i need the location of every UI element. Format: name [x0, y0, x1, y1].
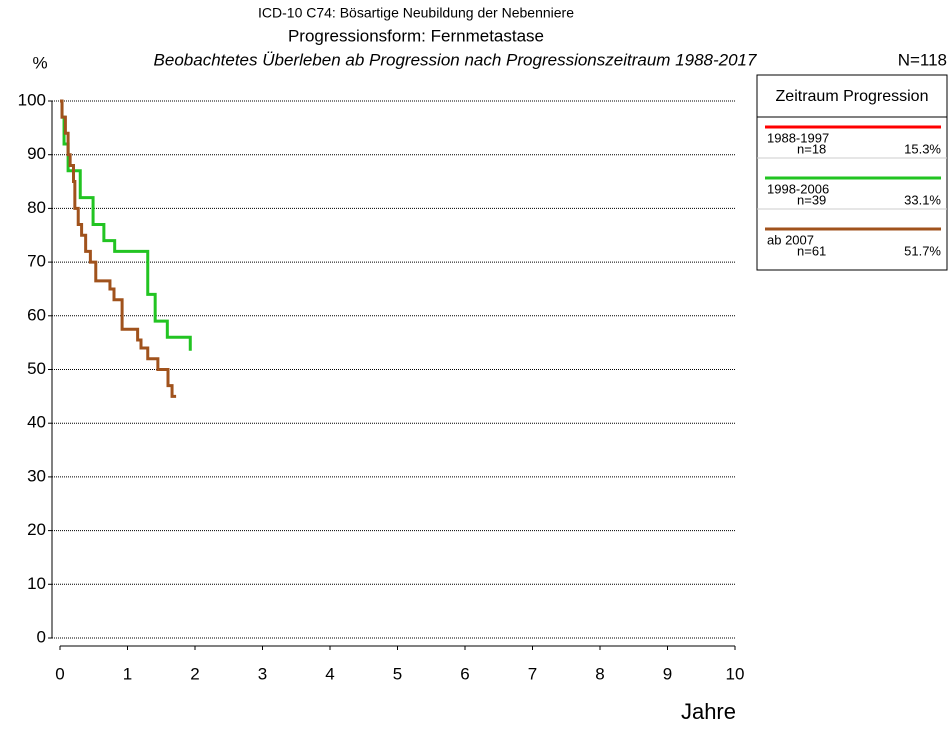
- x-tick-label: 2: [190, 664, 199, 683]
- chart-caption: Beobachtetes Überleben ab Progression na…: [154, 50, 757, 69]
- legend-share: 51.7%: [904, 243, 941, 258]
- y-tick-label: 20: [27, 520, 46, 539]
- y-tick-label: 80: [27, 198, 46, 217]
- legend-share: 33.1%: [904, 192, 941, 207]
- legend-title: Zeitraum Progression: [776, 88, 929, 105]
- y-tick-label: 100: [18, 90, 46, 109]
- x-tick-label: 8: [595, 664, 604, 683]
- x-tick-label: 0: [55, 664, 64, 683]
- survival-curve: [60, 99, 192, 351]
- chart-title: ICD-10 C74: Bösartige Neubildung der Neb…: [258, 5, 574, 21]
- chart-subtitle: Progressionsform: Fernmetastase: [288, 26, 544, 45]
- legend-box: [756, 74, 948, 271]
- y-tick-label: 70: [27, 252, 46, 271]
- legend-share: 15.3%: [904, 141, 941, 156]
- y-tick-label: 90: [27, 144, 46, 163]
- y-tick-label: 60: [27, 305, 46, 324]
- legend-n: n=18: [797, 141, 826, 156]
- legend-n: n=61: [797, 243, 826, 258]
- legend-name: 1988-1997: [767, 130, 829, 145]
- x-tick-label: 4: [325, 664, 334, 683]
- y-tick-label: 50: [27, 359, 46, 378]
- y-tick-label: 30: [27, 466, 46, 485]
- y-tick-label: 40: [27, 413, 46, 432]
- x-tick-label: 5: [393, 664, 402, 683]
- total-label: N=118: [898, 50, 947, 69]
- legend-name: 1998-2006: [767, 181, 829, 196]
- y-tick-label: 0: [37, 627, 46, 646]
- x-tick-label: 9: [663, 664, 672, 683]
- x-tick-label: 7: [528, 664, 537, 683]
- survival-curve: [60, 99, 177, 398]
- x-tick-label: 1: [123, 664, 132, 683]
- y-axis-label: %: [32, 53, 47, 72]
- legend-n: n=39: [797, 192, 826, 207]
- legend-name: ab 2007: [767, 232, 814, 247]
- x-tick-label: 6: [460, 664, 469, 683]
- x-axis-label: Jahre: [681, 699, 736, 724]
- y-tick-label: 10: [27, 574, 46, 593]
- x-tick-label: 3: [258, 664, 267, 683]
- x-tick-label: 10: [726, 664, 745, 683]
